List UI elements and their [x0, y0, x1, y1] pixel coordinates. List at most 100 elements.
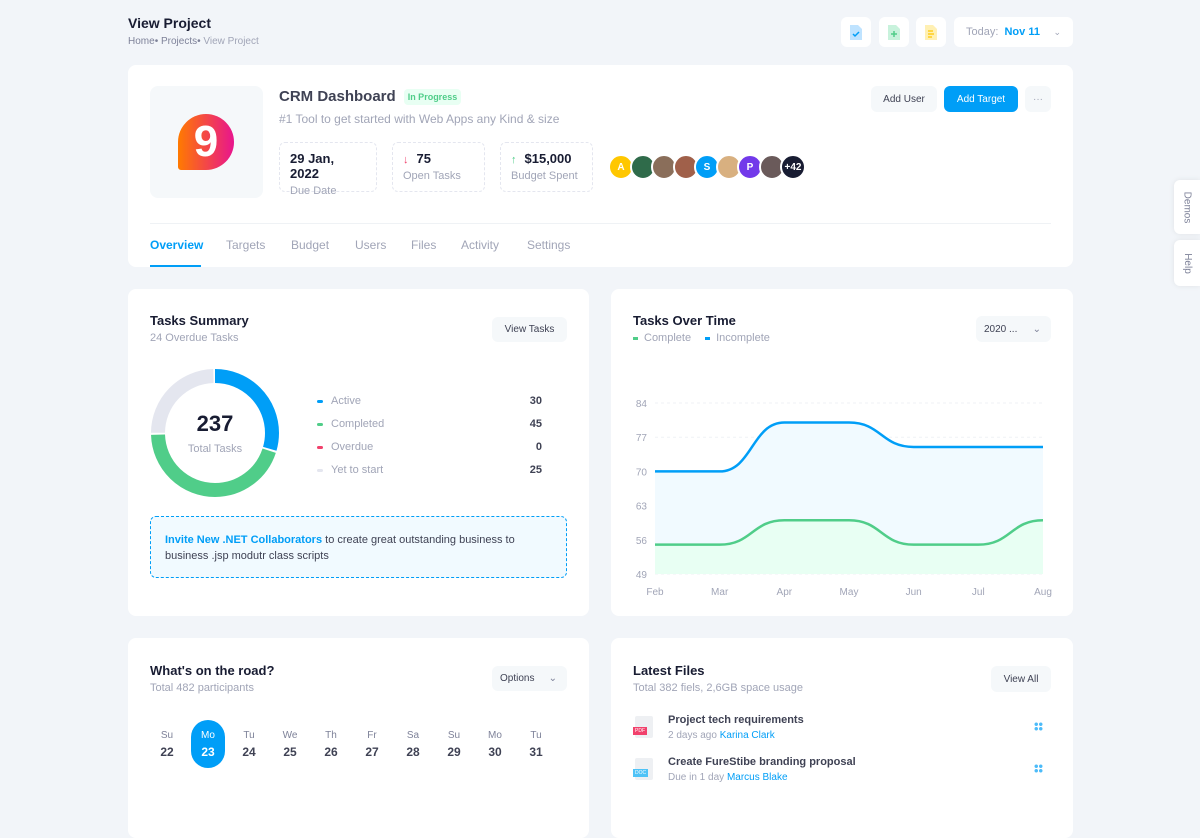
add-target-button[interactable]: Add Target [944, 86, 1018, 112]
breadcrumb: Home• Projects• View Project [128, 36, 259, 47]
demos-toggle[interactable]: Demos [1174, 180, 1200, 234]
file-text-button[interactable] [916, 17, 946, 47]
x-tick-label: Apr [777, 587, 793, 598]
help-toggle[interactable]: Help [1174, 240, 1200, 286]
road-subtitle: Total 482 participants [150, 682, 254, 694]
legend-incomplete: Incomplete [716, 332, 770, 344]
file-check-button[interactable] [841, 17, 871, 47]
file-item[interactable]: DOC Create FureStibe branding proposal D… [633, 756, 1051, 792]
legend-dot [317, 469, 323, 472]
year-filter-select[interactable]: 2020 ...⌄ [976, 316, 1051, 342]
file-text-icon [925, 25, 937, 40]
x-tick-label: Mar [711, 587, 729, 598]
chevron-down-icon: ⌄ [1033, 324, 1041, 335]
file-user-link[interactable]: Marcus Blake [727, 772, 788, 783]
y-tick-label: 77 [636, 433, 648, 444]
tasks-over-time-chart: 84 77 70 63 56 49 Feb Mar Apr May Jun Jul Aug [611, 380, 1073, 610]
y-tick-label: 56 [636, 536, 648, 547]
tasks-summary-title: Tasks Summary [150, 313, 249, 328]
page-title: View Project [128, 15, 211, 31]
x-tick-label: Jul [972, 587, 985, 598]
donut-total-label: Total Tasks [165, 443, 265, 455]
arrow-down-icon: ↓ [403, 154, 409, 166]
more-button[interactable]: ··· [1025, 86, 1051, 112]
file-user-link[interactable]: Karina Clark [720, 730, 775, 741]
tab-activity[interactable]: Activity [461, 238, 499, 252]
breadcrumb-home[interactable]: Home [128, 36, 155, 47]
file-menu-icon[interactable] [1034, 722, 1043, 731]
y-tick-label: 84 [636, 399, 648, 410]
doc-file-icon: DOC [635, 758, 653, 780]
tab-targets[interactable]: Targets [226, 238, 265, 252]
add-user-button[interactable]: Add User [871, 86, 937, 112]
file-menu-icon[interactable] [1034, 764, 1043, 773]
tab-overview[interactable]: Overview [150, 238, 203, 252]
file-add-button[interactable] [879, 17, 909, 47]
arrow-up-icon: ↑ [511, 154, 517, 166]
status-badge: In Progress [404, 89, 462, 105]
legend-dot [317, 446, 323, 449]
y-tick-label: 63 [636, 502, 648, 513]
project-description: #1 Tool to get started with Web Apps any… [279, 112, 559, 126]
options-button[interactable]: Options⌄ [492, 666, 567, 691]
tab-budget[interactable]: Budget [291, 238, 329, 252]
file-name[interactable]: Create FureStibe branding proposal [668, 756, 856, 768]
x-tick-label: May [840, 587, 859, 598]
pdf-file-icon: PDF [635, 716, 653, 738]
divider [150, 223, 1051, 224]
x-tick-label: Aug [1034, 587, 1052, 598]
file-check-icon [850, 25, 862, 40]
today-label: Today: [966, 26, 998, 38]
tab-files[interactable]: Files [411, 238, 436, 252]
project-name: CRM Dashboard [279, 88, 396, 105]
chevron-down-icon: ⌄ [1053, 27, 1061, 38]
tab-settings[interactable]: Settings [527, 238, 570, 252]
tab-users[interactable]: Users [355, 238, 386, 252]
files-subtitle: Total 382 fiels, 2,6GB space usage [633, 682, 803, 694]
date-select[interactable]: Today: Nov 11 ⌄ [954, 17, 1073, 47]
files-title: Latest Files [633, 663, 705, 678]
donut-total: 237 [165, 411, 265, 437]
road-title: What's on the road? [150, 663, 274, 678]
chevron-down-icon: ⌄ [549, 673, 557, 684]
file-name[interactable]: Project tech requirements [668, 714, 804, 726]
today-value: Nov 11 [1004, 26, 1039, 38]
breadcrumb-projects[interactable]: Projects [161, 36, 197, 47]
y-tick-label: 49 [636, 570, 648, 581]
chart-legend: Complete Incomplete [633, 332, 770, 344]
view-tasks-button[interactable]: View Tasks [492, 317, 567, 342]
file-item[interactable]: PDF Project tech requirements 2 days ago… [633, 714, 1051, 750]
invite-notice: Invite New .NET Collaborators to create … [150, 516, 567, 578]
legend-dot [317, 423, 323, 426]
breadcrumb-current: View Project [203, 36, 258, 47]
tasks-summary-subtitle: 24 Overdue Tasks [150, 332, 238, 344]
x-tick-label: Feb [646, 587, 664, 598]
legend-dot [317, 400, 323, 403]
chart-title: Tasks Over Time [633, 313, 736, 328]
legend-complete: Complete [644, 332, 691, 344]
file-add-icon [888, 25, 900, 40]
avatar[interactable]: +42 [780, 154, 806, 180]
logo-nine-icon: 9 [178, 114, 234, 170]
x-tick-label: Jun [906, 587, 922, 598]
y-tick-label: 70 [636, 467, 648, 478]
view-all-button[interactable]: View All [991, 666, 1051, 692]
invite-link[interactable]: Invite New .NET Collaborators [165, 534, 322, 546]
